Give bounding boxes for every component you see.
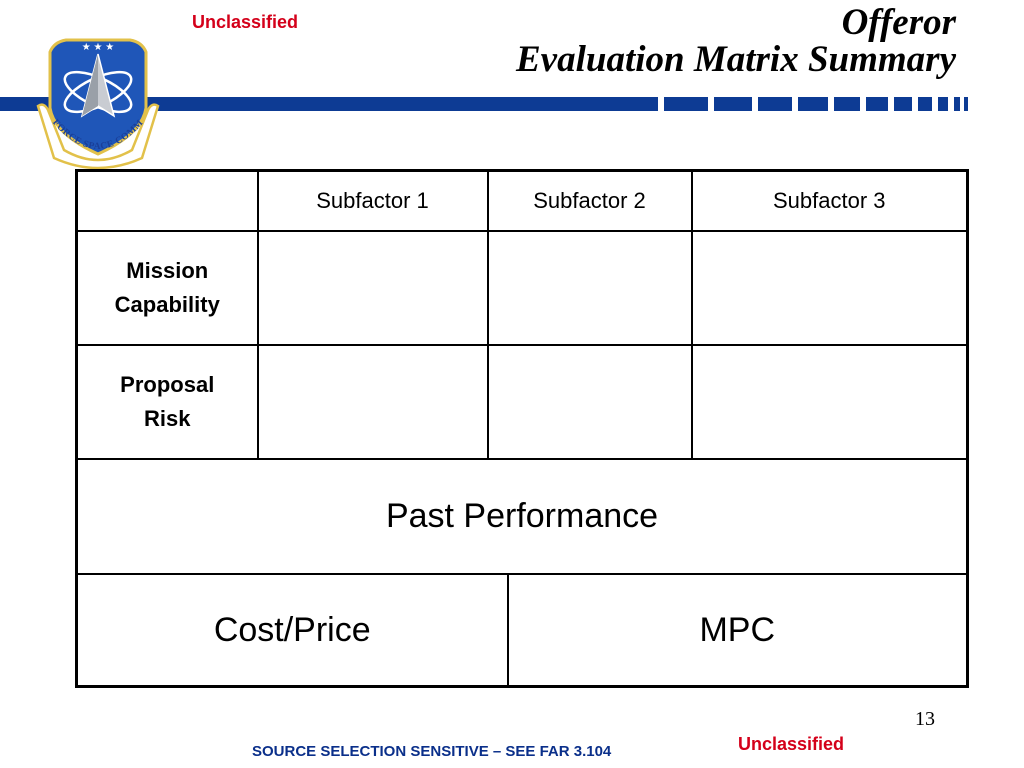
evaluation-matrix-table: Subfactor 1 Subfactor 2 Subfactor 3 Miss… <box>75 169 970 688</box>
header-rule-bar <box>0 97 658 111</box>
header-rule-segment <box>918 97 932 111</box>
footer-sensitivity-note: SOURCE SELECTION SENSITIVE – SEE FAR 3.1… <box>252 743 612 760</box>
table-row: Mission Capability <box>75 229 969 346</box>
column-header-subfactor-3: Subfactor 3 <box>690 169 969 232</box>
mpc-cell: MPC <box>506 572 969 688</box>
header-rule-segment <box>938 97 948 111</box>
title-line-1: Offeror <box>841 2 956 43</box>
row-label-line: Risk <box>144 405 191 431</box>
row-label-line: Capability <box>114 291 220 317</box>
header-rule-segment <box>714 97 752 111</box>
page-number: 13 <box>915 708 935 730</box>
table-cell <box>690 343 969 460</box>
header-rule-segment <box>664 97 708 111</box>
cost-row: Cost/Price MPC <box>75 572 969 688</box>
row-label-proposal-risk: Proposal Risk <box>75 343 259 460</box>
row-label-mission-capability: Mission Capability <box>75 229 259 346</box>
corner-cell <box>75 169 259 232</box>
header-rule-segment <box>894 97 912 111</box>
header-row: Subfactor 1 Subfactor 2 Subfactor 3 <box>75 169 969 232</box>
row-label-line: Proposal <box>120 371 215 397</box>
header-rule-segment <box>834 97 860 111</box>
past-performance-cell: Past Performance <box>75 457 969 575</box>
column-header-subfactor-1: Subfactor 1 <box>256 169 489 232</box>
header-rule-segment <box>866 97 888 111</box>
table-cell <box>486 343 693 460</box>
table-cell <box>690 229 969 346</box>
header-rule-segment <box>964 97 968 111</box>
svg-text:★ ★ ★: ★ ★ ★ <box>82 42 114 53</box>
classification-label-top: Unclassified <box>192 12 299 32</box>
header-rule-segment <box>954 97 960 111</box>
title-line-2: Evaluation Matrix Summary <box>516 39 956 80</box>
table-cell <box>256 229 489 346</box>
air-force-space-command-emblem-icon: ★ ★ ★ AIR FORCE SPACE COMMAND <box>34 30 160 170</box>
table-row: Proposal Risk <box>75 343 969 460</box>
header-rule-segment <box>758 97 792 111</box>
table-cell <box>256 343 489 460</box>
row-label-line: Mission <box>126 257 209 283</box>
header-rule-segment <box>798 97 828 111</box>
classification-label-bottom: Unclassified <box>738 734 845 754</box>
cost-price-cell: Cost/Price <box>75 572 509 688</box>
table-cell <box>486 229 693 346</box>
column-header-subfactor-2: Subfactor 2 <box>486 169 693 232</box>
past-performance-row: Past Performance <box>75 457 969 575</box>
slide-title: Offeror Evaluation Matrix Summary <box>516 4 956 78</box>
